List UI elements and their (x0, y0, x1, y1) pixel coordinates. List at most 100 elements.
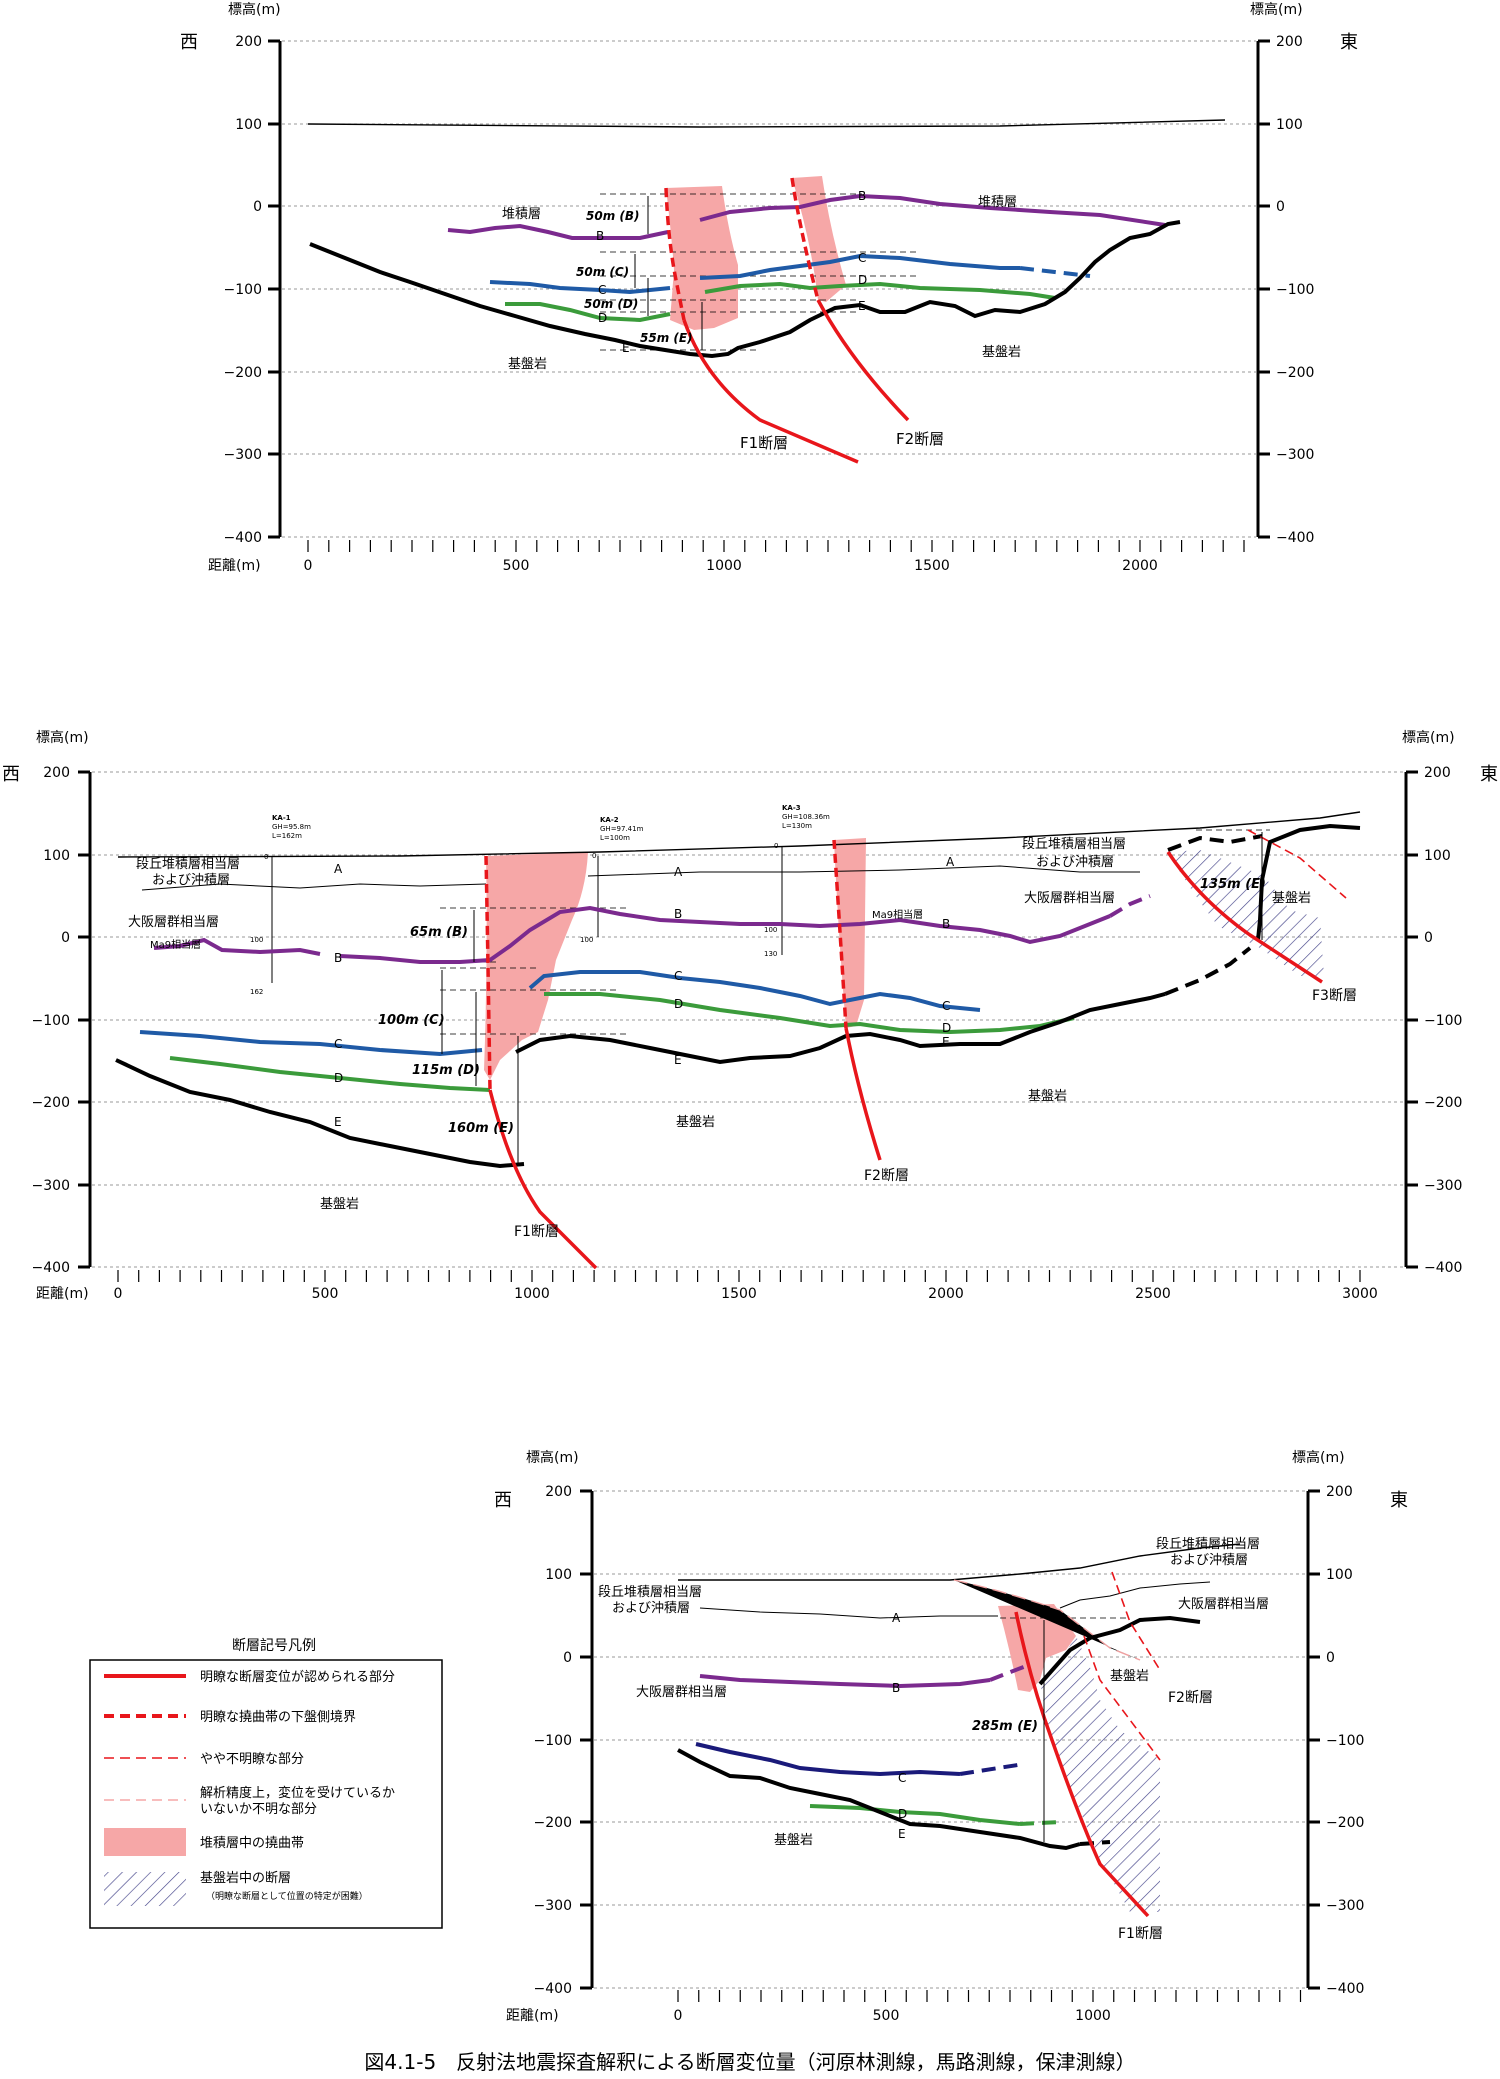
p3-hz-E: E (898, 1827, 906, 1841)
p2-y-title-right: 標高(m) (1402, 729, 1455, 746)
p2-bh2-gh: GH=97.41m (600, 825, 644, 833)
p2-terrace-1: 段丘堆積層相当層 (136, 857, 240, 872)
p1-hz-C2: C (858, 251, 866, 265)
p1-xtick-0: 0 (304, 558, 313, 574)
p1-hz-C1: C (598, 283, 606, 297)
legend-item-flexure-zone: 堆積層中の撓曲帯 (200, 1836, 304, 1851)
p3-ytick-100: 100 (545, 1567, 572, 1583)
legend-item-flexure-boundary: 明瞭な撓曲帯の下盤側境界 (200, 1710, 356, 1725)
p2-ytick-r-m200: −200 (1424, 1095, 1462, 1111)
p2-terrace-e2: および沖積層 (1036, 855, 1114, 870)
p2-hz-D2: D (674, 997, 683, 1011)
p3-axes (580, 1489, 1320, 2002)
p3-fault-F1 (1014, 1611, 1150, 1918)
p3-ytick-0: 0 (563, 1650, 572, 1666)
p3-horizon-B (699, 1674, 991, 1689)
p1-ytick-m100: −100 (224, 282, 262, 298)
p2-flexure-zone-2 (834, 838, 866, 1028)
p2-fault-F3-unclear (1247, 829, 1347, 899)
p3-ytick-200: 200 (545, 1484, 572, 1500)
p2-hz-B3: B (942, 917, 950, 931)
p2-hatched-basement-fault (1168, 850, 1324, 976)
p2-horizon-A-east (587, 865, 1140, 877)
p3-ytick-r-100: 100 (1326, 1567, 1353, 1583)
p2-ytick-0: 0 (61, 930, 70, 946)
p3-horizon-A (699, 1607, 998, 1619)
p2-hz-A3: A (946, 855, 955, 869)
p2-y-title-left: 標高(m) (36, 729, 89, 746)
p2-fault-F1 (488, 1089, 598, 1270)
p2-bh1-d2: 162 (250, 988, 263, 996)
p3-base-w: 基盤岩 (774, 1833, 813, 1848)
profile-1: 200 100 0 −100 −200 −300 −400 200 100 0 … (180, 1, 1358, 574)
p1-guides (600, 193, 918, 351)
p2-horizon-E-east (515, 992, 1166, 1065)
p1-disp-B: 50m (B) (586, 209, 640, 223)
p2-hz-C2: C (674, 969, 682, 983)
p3-hz-C: C (898, 1771, 906, 1785)
p2-hz-D3: D (942, 1021, 951, 1035)
p3-osaka-w: 大阪層群相当層 (636, 1685, 727, 1700)
p1-label-deposit-e: 堆積層 (978, 195, 1017, 210)
p2-terrace-e1: 段丘堆積層相当層 (1022, 837, 1126, 852)
p3-label-f2: F2断層 (1168, 1690, 1213, 1706)
p2-disp-D: 115m (D) (412, 1063, 480, 1078)
p2-bh3-d0: 0 (774, 842, 778, 850)
p2-bh3-gh: GH=108.36m (782, 813, 830, 821)
p1-fault-F2 (816, 299, 910, 422)
p3-terrace-w1: 段丘堆積層相当層 (598, 1585, 702, 1600)
p1-disp-E: 55m (E) (640, 331, 693, 345)
p3-y-title-right: 標高(m) (1292, 1449, 1345, 1466)
p3-ytick-m200: −200 (534, 1815, 572, 1831)
p2-label-f2: F2断層 (864, 1168, 909, 1184)
p2-horizon-E-west (115, 1058, 525, 1169)
p1-xtick-2000: 2000 (1122, 558, 1158, 574)
p2-ma9: Ma9相当層 (150, 938, 201, 951)
p2-hz-B1: B (334, 951, 342, 965)
p1-label-f2: F2断層 (896, 430, 944, 448)
p3-ytick-r-m100: −100 (1326, 1733, 1364, 1749)
p3-horizon-A-east (1059, 1581, 1211, 1609)
p2-bh3-d2: 130 (764, 950, 777, 958)
p3-xtick-1000: 1000 (1075, 2008, 1111, 2024)
p1-horizon-D-east (704, 281, 1056, 300)
p3-west-label: 西 (494, 1490, 512, 1511)
p2-ytick-200: 200 (43, 765, 70, 781)
p3-ytick-m400: −400 (534, 1981, 572, 1997)
p2-horizon-B-west-1 (153, 937, 321, 956)
p1-ytick-r-100: 100 (1276, 117, 1303, 133)
p2-xtick-3000: 3000 (1342, 1286, 1378, 1302)
p1-x-title: 距離(m) (208, 557, 261, 574)
p1-ytick-r-m200: −200 (1276, 365, 1314, 381)
p1-ytick-m200: −200 (224, 365, 262, 381)
p2-bh1-d1: 100 (250, 936, 263, 944)
p2-horizon-E-east-2 (1256, 823, 1361, 941)
p1-fault-F2-flexure-boundary (790, 177, 820, 301)
p3-hz-B: B (892, 1681, 900, 1695)
p1-y-title-right: 標高(m) (1250, 1, 1303, 18)
p3-ytick-r-200: 200 (1326, 1484, 1353, 1500)
p2-hz-E1: E (334, 1115, 342, 1129)
p2-hz-E3: E (942, 1035, 950, 1049)
p1-ytick-100: 100 (235, 117, 262, 133)
legend: 断層記号凡例 明瞭な断層変位が認められる部分 明瞭な撓曲帯の下盤側境界 やや不明… (89, 1637, 443, 1929)
profile-3: 200 100 0 −100 −200 −300 −400 200 100 0 … (494, 1449, 1408, 2024)
p2-bh2-name: KA-2 (600, 816, 619, 824)
p2-horizon-B-dashed (1108, 894, 1151, 918)
p2-axes (78, 770, 1418, 1282)
p2-xtick-1000: 1000 (514, 1286, 550, 1302)
p3-ytick-m100: −100 (534, 1733, 572, 1749)
p1-hz-B2: B (858, 189, 866, 203)
p1-horizon-C-dashed (1019, 266, 1091, 278)
p2-boreholes (271, 846, 783, 983)
p1-disp-C: 50m (C) (576, 265, 629, 279)
p3-ytick-r-m400: −400 (1326, 1981, 1364, 1997)
p1-xtick-500: 500 (503, 558, 530, 574)
p2-x-tick-labels: 0 500 1000 1500 2000 2500 3000 (114, 1286, 1378, 1302)
legend-item-uncertain-2: いないか不明な部分 (200, 1802, 317, 1817)
p2-east-label: 東 (1480, 764, 1498, 785)
p3-ground-surface (678, 1543, 1241, 1581)
p3-osaka-e: 大阪層群相当層 (1178, 1597, 1269, 1612)
p2-ytick-r-0: 0 (1424, 930, 1433, 946)
